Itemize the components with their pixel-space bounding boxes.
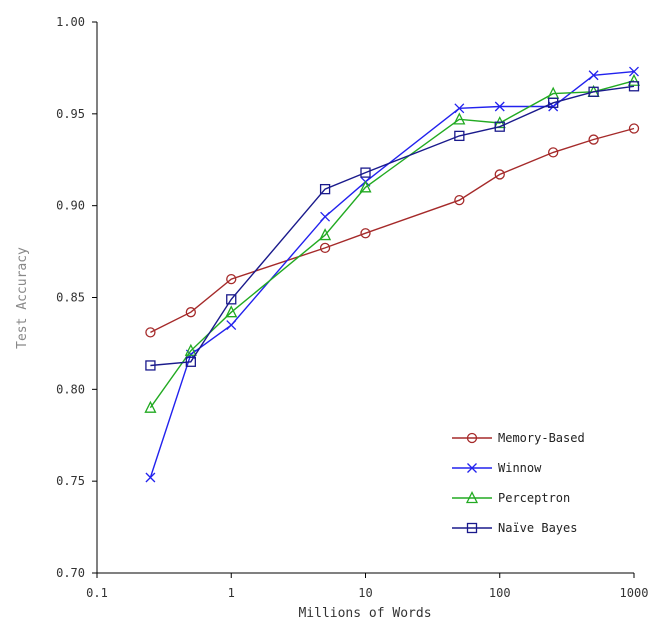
triangle-marker (144, 400, 157, 413)
legend-item: Memory-Based (452, 431, 585, 445)
circle-marker (628, 123, 640, 134)
series-line (149, 80, 635, 409)
square-marker (628, 81, 640, 92)
triangle-marker (184, 343, 197, 356)
y-tick-label: 0.90 (56, 199, 85, 213)
square-marker (145, 360, 156, 371)
square-marker (319, 183, 331, 195)
y-axis-title: Test Accuracy (15, 247, 30, 349)
y-tick-label: 0.80 (56, 382, 85, 396)
circle-marker (548, 147, 559, 158)
x-marker (629, 66, 639, 77)
series-winnow (145, 66, 639, 483)
series-line (150, 127, 635, 334)
legend-label: Naïve Bayes (498, 521, 577, 535)
y-tick-label: 1.00 (56, 15, 85, 29)
series-line (150, 85, 635, 367)
x-marker (467, 463, 477, 473)
legend-item: Naïve Bayes (452, 521, 577, 535)
square-marker (494, 121, 505, 132)
circle-marker (454, 195, 465, 206)
square-marker (360, 167, 371, 178)
x-ticks: 0.1 1 10 100 1000 (86, 573, 648, 600)
triangle-marker (225, 305, 238, 318)
square-marker (185, 356, 196, 367)
y-tick-label: 0.75 (56, 474, 85, 488)
series-memory-based (145, 123, 640, 338)
series-line (149, 70, 635, 478)
legend: Memory-Based Winnow Perceptron Naïve Bayes (452, 431, 585, 535)
x-marker (454, 103, 465, 114)
triangle-marker (465, 491, 479, 504)
legend-item: Perceptron (452, 491, 570, 505)
triangle-marker (319, 228, 332, 241)
circle-marker (319, 242, 331, 254)
legend-label: Perceptron (498, 491, 570, 505)
x-axis-title: Millions of Words (298, 606, 431, 621)
x-marker (494, 101, 505, 112)
x-tick-label: 0.1 (86, 586, 108, 600)
series-layer (144, 66, 641, 483)
x-tick-label: 10 (358, 586, 372, 600)
square-marker (226, 294, 237, 305)
circle-marker (360, 228, 371, 239)
circle-marker (494, 169, 505, 180)
triangle-marker (453, 112, 466, 125)
triangle-marker (627, 73, 641, 86)
x-marker (226, 320, 237, 331)
y-tick-label: 0.85 (56, 291, 85, 305)
triangle-marker (359, 180, 372, 193)
square-marker (454, 130, 465, 142)
series-na-ve-bayes (145, 81, 640, 371)
legend-label: Memory-Based (498, 431, 585, 445)
square-marker (548, 97, 559, 108)
circle-marker (145, 327, 156, 338)
y-tick-label: 0.95 (56, 107, 85, 121)
y-tick-label: 0.70 (56, 566, 85, 580)
circle-marker (466, 432, 478, 444)
legend-label: Winnow (498, 461, 542, 475)
circle-marker (588, 134, 599, 145)
square-marker (588, 86, 599, 97)
series-perceptron (144, 73, 641, 413)
square-marker (466, 522, 478, 534)
circle-marker (185, 307, 196, 318)
y-ticks: 0.70 0.75 0.80 0.85 0.90 0.95 1.00 (56, 15, 97, 580)
circle-marker (226, 273, 237, 285)
x-marker (588, 70, 599, 81)
x-tick-label: 1 (228, 586, 235, 600)
legend-item: Winnow (452, 461, 542, 475)
x-tick-label: 100 (489, 586, 511, 600)
x-tick-label: 1000 (620, 586, 649, 600)
x-marker (320, 211, 331, 222)
x-marker (145, 472, 156, 483)
